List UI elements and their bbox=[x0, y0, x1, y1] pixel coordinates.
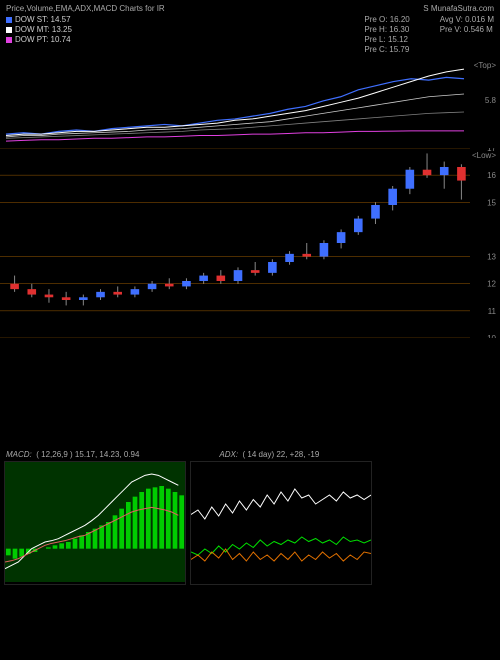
legend-item: DOW MT: 13.25 bbox=[6, 25, 72, 34]
svg-text:15: 15 bbox=[487, 198, 496, 207]
ema-line-chart: <Top> 5.8 bbox=[0, 58, 500, 148]
indicator-labels: MACD: ( 12,26,9 ) 15.17, 14.23, 0.94 ADX… bbox=[0, 448, 500, 461]
adx-params: ( 14 day) 22, +28, -19 bbox=[243, 450, 320, 459]
adx-label: ADX: bbox=[219, 450, 238, 459]
legend-item: DOW ST: 14.57 bbox=[6, 15, 72, 24]
stats-right: Avg V: 0.016 MPre V: 0.546 M bbox=[440, 15, 494, 54]
spacer bbox=[0, 338, 500, 448]
svg-text:13: 13 bbox=[487, 253, 496, 262]
candlestick-chart: 10111213151617<Low> bbox=[0, 148, 500, 338]
macd-panel bbox=[4, 461, 186, 585]
header: Price,Volume,EMA,ADX,MACD Charts for IR … bbox=[0, 0, 500, 58]
svg-text:<Low>: <Low> bbox=[472, 151, 496, 160]
legend-item: DOW PT: 10.74 bbox=[6, 35, 72, 44]
macd-params: ( 12,26,9 ) 15.17, 14.23, 0.94 bbox=[36, 450, 139, 459]
svg-text:11: 11 bbox=[488, 307, 497, 316]
svg-text:10: 10 bbox=[487, 334, 496, 338]
svg-text:5.8: 5.8 bbox=[485, 96, 497, 105]
title-right: S MunafaSutra.com bbox=[423, 4, 494, 13]
svg-text:<Top>: <Top> bbox=[474, 61, 497, 70]
title-left: Price,Volume,EMA,ADX,MACD Charts for IR bbox=[6, 4, 165, 13]
stats-left: Pre O: 16.20Pre H: 16.30Pre L: 15.12Pre … bbox=[364, 15, 409, 54]
svg-text:12: 12 bbox=[487, 280, 496, 289]
adx-panel bbox=[190, 461, 372, 585]
macd-label: MACD: bbox=[6, 450, 32, 459]
svg-text:16: 16 bbox=[487, 171, 496, 180]
legend: DOW ST: 14.57DOW MT: 13.25DOW PT: 10.74 bbox=[6, 15, 72, 54]
